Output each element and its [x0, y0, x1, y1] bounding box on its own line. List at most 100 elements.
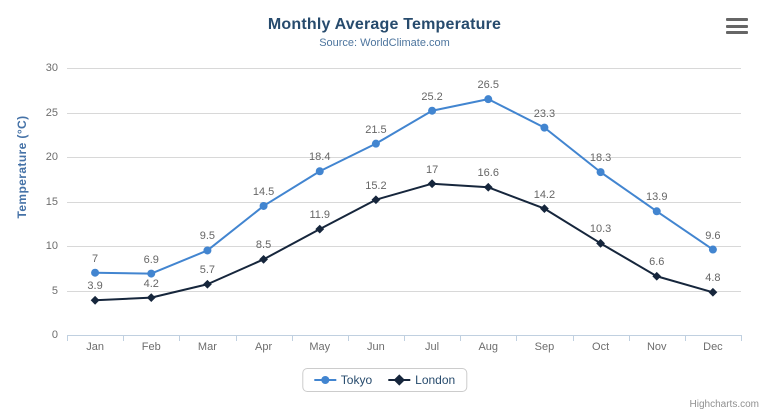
data-label: 9.6	[705, 229, 721, 242]
x-axis-tick-mark	[235, 335, 237, 341]
x-axis-tick-mark	[123, 335, 125, 341]
x-axis-tick-mark	[67, 335, 68, 341]
x-axis-tick-label: Jun	[367, 341, 385, 353]
legend-item-tokyo[interactable]: Tokyo	[313, 373, 372, 387]
x-axis-tick-label: Feb	[141, 341, 161, 353]
x-axis-tick-label: Dec	[703, 341, 723, 353]
data-label: 23.3	[533, 107, 556, 120]
data-point-marker[interactable]	[427, 179, 437, 189]
data-point-marker[interactable]	[428, 106, 437, 115]
x-axis-tick-label: May	[309, 341, 331, 353]
data-label: 15.2	[365, 179, 387, 192]
data-point-marker[interactable]	[652, 207, 661, 216]
data-label: 25.2	[421, 90, 443, 103]
credits-link[interactable]: Highcharts.com	[689, 399, 759, 410]
data-point-marker[interactable]	[315, 167, 324, 176]
data-point-marker[interactable]	[259, 254, 268, 264]
data-point-marker[interactable]	[315, 224, 325, 234]
gridline	[67, 201, 741, 203]
data-point-marker[interactable]	[708, 245, 717, 254]
data-label: 9.5	[199, 230, 216, 243]
data-label: 13.9	[646, 191, 668, 204]
legend-marker-icon	[388, 374, 411, 386]
data-label: 11.9	[309, 209, 331, 222]
gridline	[67, 157, 741, 158]
y-axis-tick-label: 30	[45, 62, 58, 74]
x-axis-tick-label: Aug	[478, 341, 499, 353]
menu-bar	[726, 24, 748, 28]
gridline	[67, 68, 741, 69]
x-axis-tick-label: Jul	[425, 341, 440, 353]
y-axis-tick-label: 15	[45, 195, 58, 208]
chart-title: Monthly Average Temperature	[267, 16, 502, 33]
data-point-marker[interactable]	[91, 268, 100, 277]
x-axis-tick-label: Jan	[86, 341, 104, 353]
legend-symbol	[393, 374, 405, 386]
data-label: 18.4	[309, 151, 331, 164]
data-label: 5.7	[199, 264, 216, 277]
x-axis-tick-mark	[347, 335, 349, 341]
data-label: 14.2	[533, 188, 556, 201]
y-axis-tick-label: 0	[51, 329, 58, 341]
data-label: 14.5	[252, 185, 275, 198]
data-point-marker[interactable]	[147, 269, 156, 278]
data-label: 18.3	[589, 152, 612, 165]
data-point-marker[interactable]	[483, 182, 493, 192]
gridline	[67, 112, 741, 114]
data-point-marker[interactable]	[203, 246, 212, 255]
x-axis-tick-mark	[291, 335, 293, 341]
data-label: 6.9	[143, 253, 159, 266]
series-line-tokyo	[94, 98, 714, 275]
data-point-marker[interactable]	[203, 279, 212, 289]
y-axis-tick-label: 25	[45, 106, 58, 119]
y-axis-title: Temperature (°C)	[15, 115, 29, 219]
data-point-marker[interactable]	[146, 293, 156, 303]
series-line-london	[94, 182, 714, 302]
gridline	[67, 290, 741, 292]
x-axis-tick-label: Oct	[592, 341, 610, 353]
y-axis-tick-label: 10	[45, 240, 58, 252]
data-point-marker[interactable]	[371, 195, 381, 205]
data-point-marker[interactable]	[259, 201, 268, 210]
menu-bar	[726, 18, 748, 21]
y-axis-tick-label: 20	[45, 151, 58, 163]
hamburger-menu-icon[interactable]	[726, 18, 748, 34]
data-point-marker[interactable]	[484, 95, 493, 104]
y-axis-tick-label: 5	[51, 284, 58, 297]
data-point-marker[interactable]	[596, 238, 605, 248]
menu-bar	[726, 31, 748, 34]
data-label: 6.6	[649, 256, 665, 269]
data-point-marker[interactable]	[90, 295, 100, 305]
data-point-marker[interactable]	[371, 139, 380, 148]
data-point-marker[interactable]	[708, 287, 718, 297]
legend-label: London	[415, 373, 456, 387]
data-point-marker[interactable]	[596, 168, 605, 177]
x-axis-tick-mark	[684, 335, 686, 341]
x-axis-tick-label: Nov	[646, 341, 667, 353]
x-axis-tick-label: Sep	[534, 341, 555, 353]
x-axis-tick-mark	[516, 335, 518, 341]
chart-subtitle: Source: WorldClimate.com	[319, 37, 450, 49]
legend-item-london[interactable]: London	[388, 373, 455, 387]
legend-marker-icon	[313, 375, 336, 385]
data-label: 8.5	[255, 239, 272, 252]
x-axis-tick-mark	[741, 335, 742, 341]
legend-symbol	[320, 376, 329, 384]
data-label: 3.9	[87, 280, 103, 293]
data-point-marker[interactable]	[540, 123, 549, 132]
data-point-marker[interactable]	[652, 271, 662, 281]
data-label: 4.8	[705, 272, 721, 285]
data-point-marker[interactable]	[540, 204, 549, 214]
plot-area: 0 5 10 15 20 25 30 Jan Feb Mar Apr May Jun Jul Aug Sep…	[46, 62, 742, 353]
data-label: 7	[92, 252, 99, 265]
x-axis-tick-mark	[460, 335, 462, 341]
data-label: 4.2	[143, 277, 159, 290]
chart-legend: Tokyo London	[301, 368, 468, 392]
x-axis-tick-label: Apr	[255, 341, 273, 353]
x-axis-tick-mark	[179, 335, 181, 341]
data-label: 10.3	[589, 223, 612, 236]
data-label: 17	[425, 163, 439, 176]
x-axis-tick-mark	[628, 335, 630, 341]
x-axis-tick-mark	[404, 335, 405, 341]
